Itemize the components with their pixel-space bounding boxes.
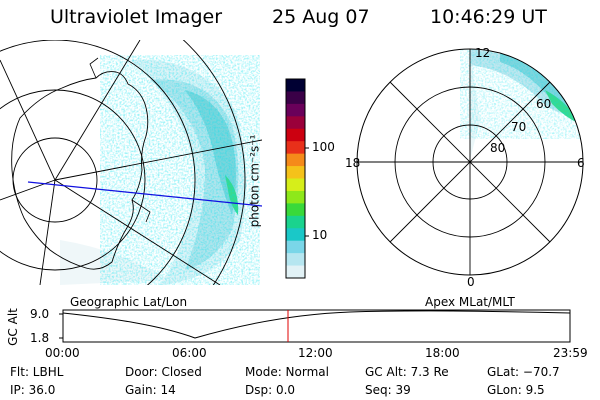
timeline-ytick-top: 9.0 bbox=[30, 307, 50, 321]
timeline-xtick-0: 00:00 bbox=[45, 346, 80, 360]
colorbar-segment bbox=[286, 91, 305, 105]
colorbar-segment bbox=[286, 153, 305, 167]
status-door: Door: Closed bbox=[125, 365, 202, 379]
colorbar-unit-label: photon cm⁻²s⁻¹ bbox=[247, 134, 262, 228]
timeline-ytick-bottom: 1.8 bbox=[30, 331, 50, 345]
colorbar-segment bbox=[286, 190, 305, 204]
timeline-xtick-3: 18:00 bbox=[425, 346, 460, 360]
status-glat: GLat: −70.7 bbox=[487, 365, 560, 379]
polar-mlt-plot bbox=[356, 48, 584, 276]
altitude-timeline bbox=[59, 309, 571, 343]
colorbar-segment bbox=[286, 203, 305, 217]
status-seq: Seq: 39 bbox=[365, 383, 411, 397]
status-flt: Flt: LBHL bbox=[10, 365, 64, 379]
mlt-label-18: 18 bbox=[345, 156, 361, 170]
left-panel-caption: Geographic Lat/Lon bbox=[70, 295, 188, 309]
color-scale-bar bbox=[285, 78, 309, 279]
status-glon: GLon: 9.5 bbox=[487, 383, 545, 397]
mlt-label-6: 6 bbox=[577, 156, 585, 170]
time-label: 10:46:29 UT bbox=[430, 6, 547, 28]
colorbar-segment bbox=[286, 166, 305, 179]
status-dsp: Dsp: 0.0 bbox=[245, 383, 296, 397]
colorbar-segment bbox=[286, 128, 305, 142]
mlat-label-60: 60 bbox=[536, 97, 552, 111]
timeline-ylabel: GC Alt bbox=[5, 308, 20, 346]
colorbar-tick-100: 100 bbox=[312, 140, 335, 154]
continent-outline bbox=[11, 71, 149, 270]
geographic-map bbox=[0, 40, 262, 285]
colorbar-segment bbox=[286, 240, 305, 254]
colorbar-segment bbox=[286, 253, 305, 267]
mlt-label-0: 0 bbox=[467, 275, 475, 289]
colorbar-segment bbox=[286, 79, 305, 92]
colorbar-tick-10: 10 bbox=[312, 228, 328, 242]
timeline-xtick-2: 12:00 bbox=[298, 346, 333, 360]
status-ip: IP: 36.0 bbox=[10, 383, 56, 397]
mlat-label-80: 80 bbox=[490, 141, 506, 155]
status-gcalt: GC Alt: 7.3 Re bbox=[365, 365, 449, 379]
aurora-emission-right bbox=[460, 49, 583, 160]
instrument-title: Ultraviolet Imager bbox=[50, 6, 223, 28]
status-mode: Mode: Normal bbox=[245, 365, 329, 379]
colorbar-segment bbox=[286, 103, 305, 117]
date-label: 25 Aug 07 bbox=[272, 6, 370, 28]
colorbar-segment bbox=[286, 178, 305, 192]
right-panel-caption: Apex MLat/MLT bbox=[425, 295, 515, 309]
colorbar-segment bbox=[286, 228, 305, 242]
mlat-label-70: 70 bbox=[511, 120, 527, 134]
aurora-emission-left bbox=[60, 55, 260, 285]
terminator-line bbox=[27, 181, 262, 207]
colorbar-segment bbox=[286, 116, 305, 130]
mlt-label-12: 12 bbox=[475, 46, 491, 60]
colorbar-segment bbox=[286, 141, 305, 155]
timeline-xtick-1: 06:00 bbox=[172, 346, 207, 360]
colorbar-segment bbox=[286, 215, 305, 229]
status-gain: Gain: 14 bbox=[125, 383, 176, 397]
colorbar-segment bbox=[286, 265, 305, 279]
timeline-xtick-4: 23:59 bbox=[553, 346, 588, 360]
